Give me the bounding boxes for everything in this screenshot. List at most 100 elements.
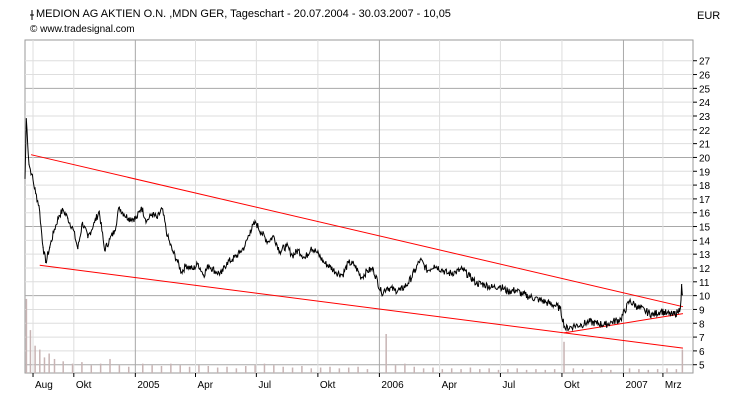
y-axis: 5 6 7 8 9 10 11 12 13 14 15 16 17 18 19 20 21 22 23 24 25 26 2… (693, 57, 711, 372)
y-tick-label: 16 (699, 209, 711, 220)
volume-bar (291, 367, 294, 373)
price-point (208, 264, 210, 266)
price-point (644, 310, 646, 312)
volume-bar (582, 369, 584, 373)
volume-bar (366, 369, 369, 373)
volume-bar (179, 365, 181, 373)
volume-bar (109, 358, 111, 373)
price-point (103, 249, 106, 251)
price-point (166, 235, 169, 237)
price-point (419, 259, 421, 261)
volume-bar (347, 367, 350, 373)
x-tick-label: 2005 (137, 380, 160, 391)
y-tick-label: 13 (699, 250, 711, 261)
price-point (267, 241, 269, 243)
volume-bar (450, 368, 453, 373)
price-point (335, 271, 337, 273)
price-point (433, 264, 435, 266)
volume-bar (188, 366, 191, 373)
price-point (342, 274, 344, 276)
price-point (77, 248, 79, 250)
price-point (239, 252, 241, 254)
price-point (499, 285, 501, 287)
price-point (67, 217, 69, 219)
volume-bar (319, 367, 322, 373)
volume-bar (535, 369, 537, 373)
price-point (666, 312, 668, 315)
price-point (136, 217, 138, 219)
price-point (564, 328, 566, 330)
price-point (660, 310, 662, 312)
volume-bar (90, 365, 93, 373)
price-point (426, 270, 429, 272)
price-point (45, 261, 47, 264)
y-tick-label: 12 (699, 264, 711, 275)
volume-bar (43, 357, 46, 373)
price-point (316, 252, 318, 254)
price-point (611, 321, 613, 323)
price-point (360, 277, 362, 279)
price-point (672, 314, 674, 316)
volume-bar (497, 369, 500, 373)
volume-bar (39, 349, 41, 373)
volume-bar (441, 369, 444, 373)
volume-bar (469, 367, 472, 373)
price-point (588, 321, 590, 323)
price-point (446, 272, 449, 275)
price-point (596, 322, 598, 324)
volume-bar (413, 366, 415, 373)
price-point (304, 257, 306, 259)
y-tick-label: 11 (699, 278, 710, 289)
price-point (180, 271, 183, 273)
x-tick-label: Okt (564, 380, 580, 391)
volume-bar (48, 353, 50, 373)
price-line (24, 118, 683, 332)
price-point (559, 307, 561, 309)
price-point (24, 177, 26, 179)
volume-bar (170, 363, 172, 373)
price-point (386, 286, 389, 288)
price-point (146, 220, 148, 222)
volume-bar (151, 365, 153, 373)
trendline (39, 264, 684, 349)
price-point (400, 289, 402, 291)
price-point (372, 268, 374, 270)
price-point (215, 271, 217, 273)
volume-bar (207, 365, 210, 373)
price-point (329, 266, 331, 268)
price-point (348, 261, 350, 264)
price-point (455, 271, 457, 273)
price-point (475, 282, 477, 284)
volume-bar (338, 368, 341, 373)
volume-bar (127, 366, 130, 373)
price-point (98, 210, 100, 212)
price-point (538, 299, 540, 301)
x-tick-label: Okt (76, 380, 92, 391)
y-tick-label: 20 (699, 153, 711, 164)
price-point (407, 282, 409, 284)
volume-bar (507, 369, 509, 373)
volume-bar (422, 368, 425, 373)
volume-bar (25, 298, 28, 373)
y-tick-label: 6 (699, 347, 705, 358)
price-point (285, 245, 288, 247)
y-tick-label: 5 (699, 361, 705, 372)
price-point (202, 274, 205, 276)
source-credit: © www.tradesignal.com (30, 24, 135, 35)
price-point (394, 289, 396, 291)
price-point (140, 206, 142, 208)
volume-bar (600, 369, 603, 373)
price-point (681, 294, 683, 296)
y-tick-label: 10 (699, 292, 711, 303)
volume-bar (142, 363, 144, 373)
y-tick-label: 22 (699, 126, 711, 137)
price-point (62, 209, 64, 211)
price-point (35, 192, 37, 194)
volume-bar (53, 358, 56, 373)
price-point (109, 238, 111, 240)
volume-bar (81, 362, 83, 373)
volume-bar (675, 369, 678, 373)
price-point (545, 301, 548, 304)
y-tick-label: 8 (699, 319, 705, 330)
price-point (93, 221, 96, 223)
